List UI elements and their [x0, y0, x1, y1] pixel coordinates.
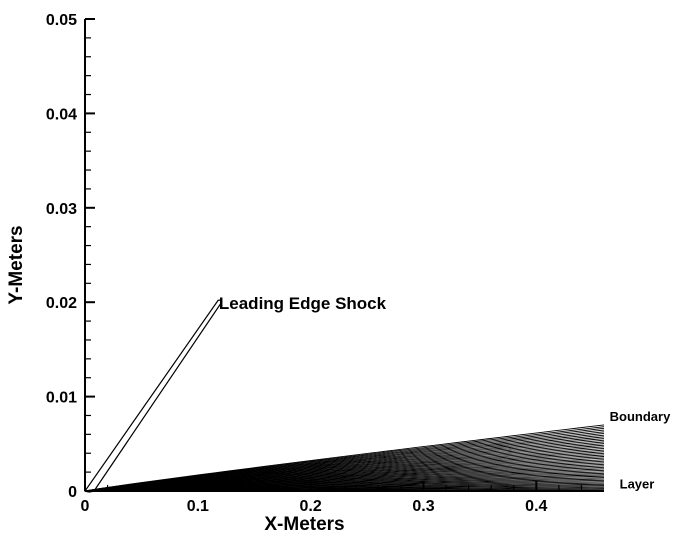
x-axis-title: X-Meters [264, 514, 344, 535]
annotation-layer: Layer [620, 476, 655, 491]
y-tick-label: 0.04 [46, 106, 77, 123]
annotation-leading-edge-shock: Leading Edge Shock [219, 294, 387, 313]
y-tick-label: 0.03 [46, 201, 77, 218]
y-axis-title: Y-Meters [6, 225, 27, 304]
annotation-boundary: Boundary [610, 409, 671, 424]
boundary-layer-contours [84, 424, 605, 492]
y-tick-label: 0.01 [46, 390, 77, 407]
x-tick-label: 0.2 [300, 498, 322, 515]
x-tick-label: 0.4 [525, 498, 547, 515]
x-tick-label: 0.1 [187, 498, 209, 515]
x-tick-label: 0 [81, 498, 90, 515]
y-tick-label: 0.02 [46, 295, 77, 312]
y-tick-label: 0.05 [46, 12, 77, 29]
x-tick-label: 0.3 [412, 498, 434, 515]
axes [84, 19, 604, 492]
axis-ticks: 0 0.01 0.02 0.03 0.04 0.05 0 0.1 0.2 0.3 0.4 [46, 12, 583, 515]
boundary-layer-contour-line [84, 424, 605, 492]
leading-edge-shock-contour [84, 299, 222, 493]
y-tick-label: 0 [68, 484, 77, 501]
